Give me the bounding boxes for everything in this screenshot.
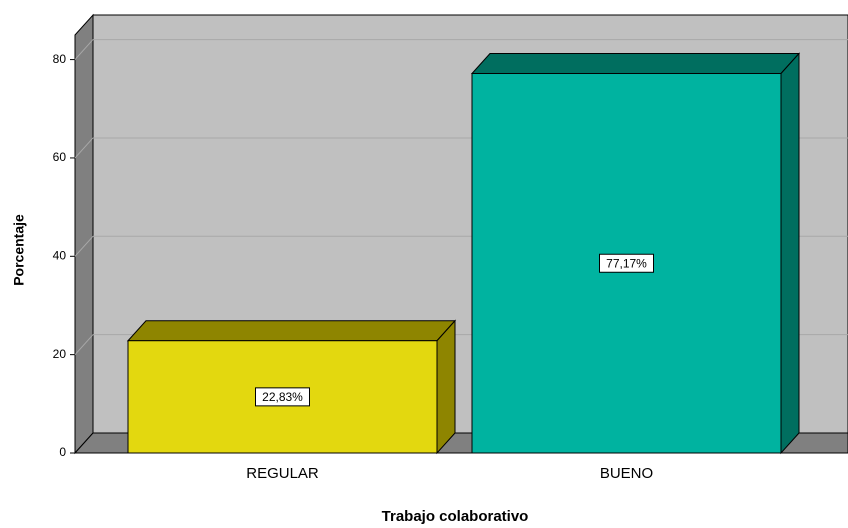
value-label-box: [599, 253, 654, 273]
grid-line: [74, 39, 94, 60]
bar-top: [470, 53, 801, 75]
value-label: 22,83%: [262, 390, 303, 404]
grid-line: [74, 334, 94, 355]
x-tick-label: REGULAR: [246, 465, 319, 482]
y-tick-label: 40: [53, 248, 67, 262]
value-label-box: [255, 387, 310, 407]
bar-side: [436, 319, 456, 455]
grid-line: [74, 235, 94, 257]
y-tick-label: 0: [59, 445, 66, 459]
side-wall: [74, 13, 94, 455]
y-tick-label: 60: [53, 150, 67, 164]
y-tick-label: 20: [53, 347, 67, 361]
grid-line: [74, 137, 94, 159]
bar-top: [126, 320, 457, 342]
y-axis-title: Porcentaje: [11, 214, 27, 286]
x-tick-label: BUENO: [600, 465, 653, 482]
bar-side: [780, 52, 800, 455]
x-axis-title: Trabajo colaborativo: [382, 508, 529, 525]
y-tick-label: 80: [53, 52, 67, 66]
value-label: 77,17%: [606, 256, 647, 270]
